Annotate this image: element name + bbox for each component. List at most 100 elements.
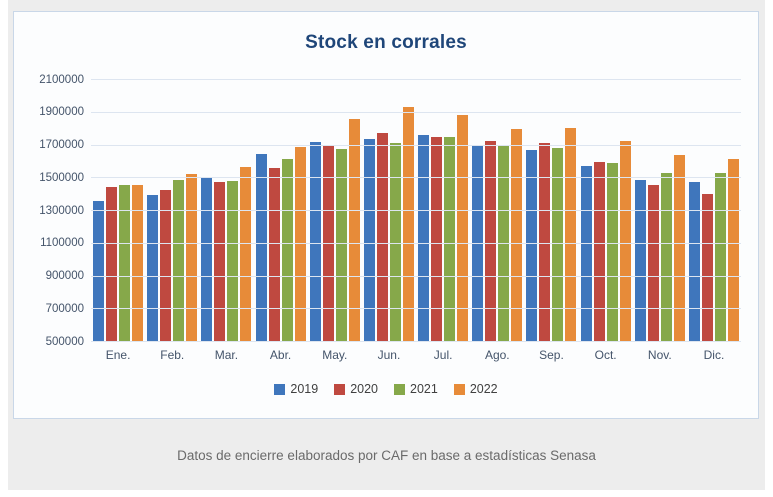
legend-item-2022: 2022 <box>453 382 498 396</box>
bar-2020 <box>431 137 443 342</box>
x-tick-label: Mar. <box>214 348 239 362</box>
gridline <box>91 144 741 146</box>
chart-title: Stock en corrales <box>305 32 467 53</box>
bar-2019 <box>580 165 592 342</box>
bar-2020 <box>214 181 226 342</box>
legend-item-2019: 2019 <box>274 382 318 396</box>
bar-2019 <box>634 179 646 342</box>
gridline <box>91 111 741 113</box>
bar-2020 <box>160 189 172 342</box>
bar-2022 <box>457 115 469 342</box>
y-tick-label: 1500000 <box>39 171 84 184</box>
bar-2022 <box>240 166 252 342</box>
legend-item-2020: 2020 <box>334 382 378 396</box>
bar-group <box>199 80 253 342</box>
y-tick-label: 1300000 <box>39 204 84 217</box>
bar-group <box>470 80 524 342</box>
bar-2021 <box>173 179 185 342</box>
bar-2021 <box>660 172 672 342</box>
bar-2021 <box>714 173 726 342</box>
bar-group <box>308 80 362 342</box>
plot-wrap: 500000 700000 900000 1100000 1300000 1500000 1… <box>14 12 758 418</box>
bar-2020 <box>539 143 551 342</box>
gridline <box>91 242 741 244</box>
bar-2019 <box>255 153 267 342</box>
legend: 2019 2020 2021 2022 <box>14 382 758 396</box>
gridline <box>91 308 741 310</box>
gridline <box>91 79 741 80</box>
bar-2019 <box>147 194 159 342</box>
x-tick-label: Oct. <box>594 348 617 362</box>
bar-2021 <box>335 148 347 342</box>
y-tick-label: 1900000 <box>39 106 84 118</box>
gridline <box>91 177 741 179</box>
x-tick-label: May. <box>322 348 348 362</box>
x-tick-label: Dic. <box>703 348 725 362</box>
legend-item-2021: 2021 <box>394 382 438 396</box>
y-tick-label: 1700000 <box>39 138 84 151</box>
bar-2022 <box>402 107 414 342</box>
bar-group <box>416 80 470 342</box>
x-tick-label: Feb. <box>160 348 185 362</box>
bar-2020 <box>647 184 659 342</box>
legend-label: 2019 <box>290 382 319 396</box>
legend-label: 2020 <box>350 382 378 396</box>
bar-group <box>91 80 145 342</box>
bar-group <box>524 80 578 342</box>
bar-2022 <box>511 129 523 342</box>
bar-2022 <box>727 158 739 342</box>
x-tick-label: Jun. <box>377 348 401 362</box>
bar-2022 <box>132 184 144 342</box>
bar-2022 <box>619 141 631 342</box>
y-tick-label: 1100000 <box>40 237 84 249</box>
bar-2021 <box>498 146 510 342</box>
bar-groups <box>91 80 741 342</box>
bar-2020 <box>485 140 497 342</box>
bar-2020 <box>376 133 388 342</box>
x-tick-label: Ene. <box>105 348 131 362</box>
legend-label: 2021 <box>410 382 438 396</box>
y-tick-label: 2100000 <box>39 73 84 86</box>
bar-2019 <box>309 142 321 342</box>
chart-card: Stock en corrales 500000 700000 900000 1100… <box>13 11 759 419</box>
bar-2022 <box>673 154 685 342</box>
y-tick-label: 700000 <box>45 302 84 315</box>
bar-2022 <box>348 119 360 342</box>
legend-swatch-icon <box>334 383 346 395</box>
bar-group <box>145 80 199 342</box>
x-tick-label: Sep. <box>539 348 564 362</box>
x-tick-label: Ago. <box>484 348 510 362</box>
legend-swatch-icon <box>394 383 405 395</box>
y-axis: 500000 700000 900000 1100000 1300000 1500000 1… <box>14 74 84 347</box>
bar-2019 <box>526 149 538 342</box>
bar-2021 <box>119 184 131 342</box>
legend-swatch-icon <box>274 383 286 395</box>
bar-2021 <box>389 143 401 342</box>
bar-2021 <box>281 159 293 342</box>
bar-group <box>687 80 741 342</box>
bar-group <box>362 80 416 342</box>
bar-2021 <box>444 137 456 342</box>
bar-2021 <box>606 162 618 342</box>
bar-group <box>579 80 633 342</box>
x-tick-label: Abr. <box>269 348 292 362</box>
plot-area <box>91 79 741 342</box>
legend-swatch-icon <box>453 383 465 395</box>
legend-label: 2022 <box>469 382 498 396</box>
footer-band: Datos de encierre elaborados por CAF en … <box>8 420 765 490</box>
bar-group <box>633 80 687 342</box>
x-tick-label: Jul. <box>433 348 453 362</box>
bar-2019 <box>201 176 213 342</box>
bar-2022 <box>565 127 577 342</box>
bar-2021 <box>227 180 239 342</box>
bar-2019 <box>363 138 375 342</box>
footer-text: Datos de encierre elaborados por CAF en … <box>177 447 596 463</box>
bar-2020 <box>701 193 713 342</box>
bar-2020 <box>106 187 118 342</box>
gridline <box>91 341 741 342</box>
bar-2019 <box>418 134 430 342</box>
bar-2019 <box>93 201 105 342</box>
bar-2019 <box>472 146 484 342</box>
bar-2020 <box>593 161 605 342</box>
bar-group <box>254 80 308 342</box>
